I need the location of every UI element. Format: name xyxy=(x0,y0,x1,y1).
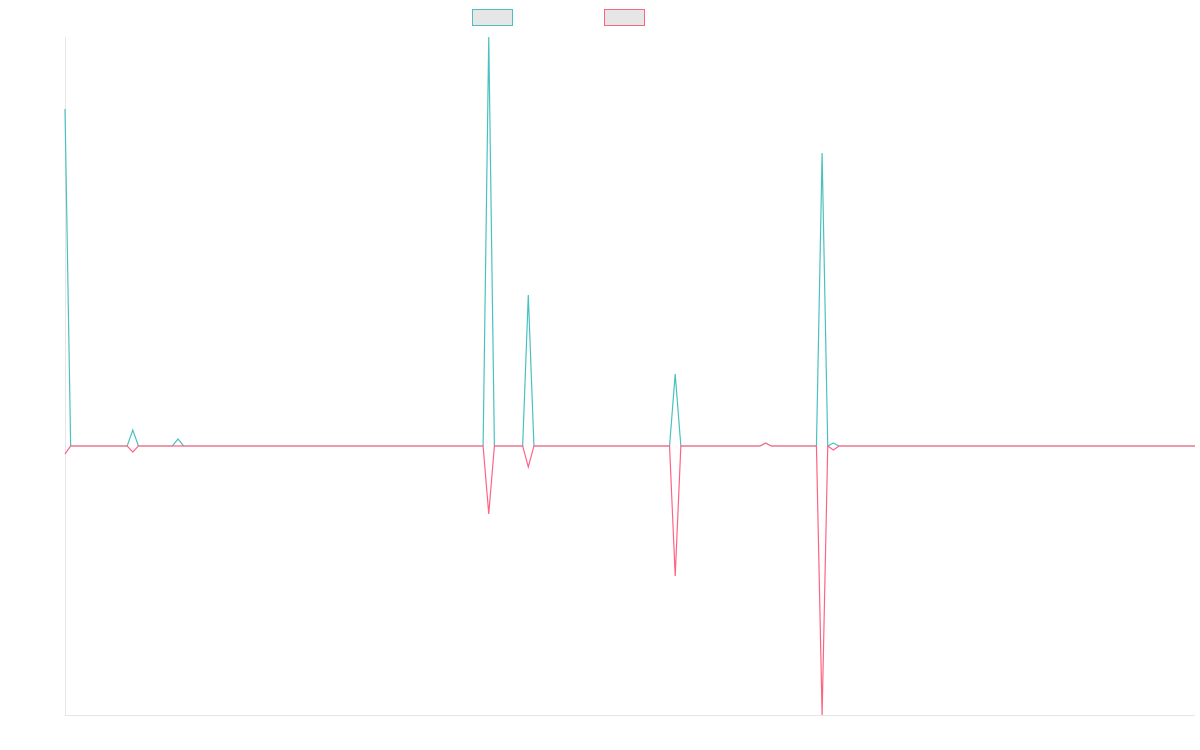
series-line xyxy=(64,442,1195,716)
legend-swatch[interactable] xyxy=(604,9,645,26)
legend-swatch[interactable] xyxy=(472,9,513,26)
series-line xyxy=(64,36,1195,447)
